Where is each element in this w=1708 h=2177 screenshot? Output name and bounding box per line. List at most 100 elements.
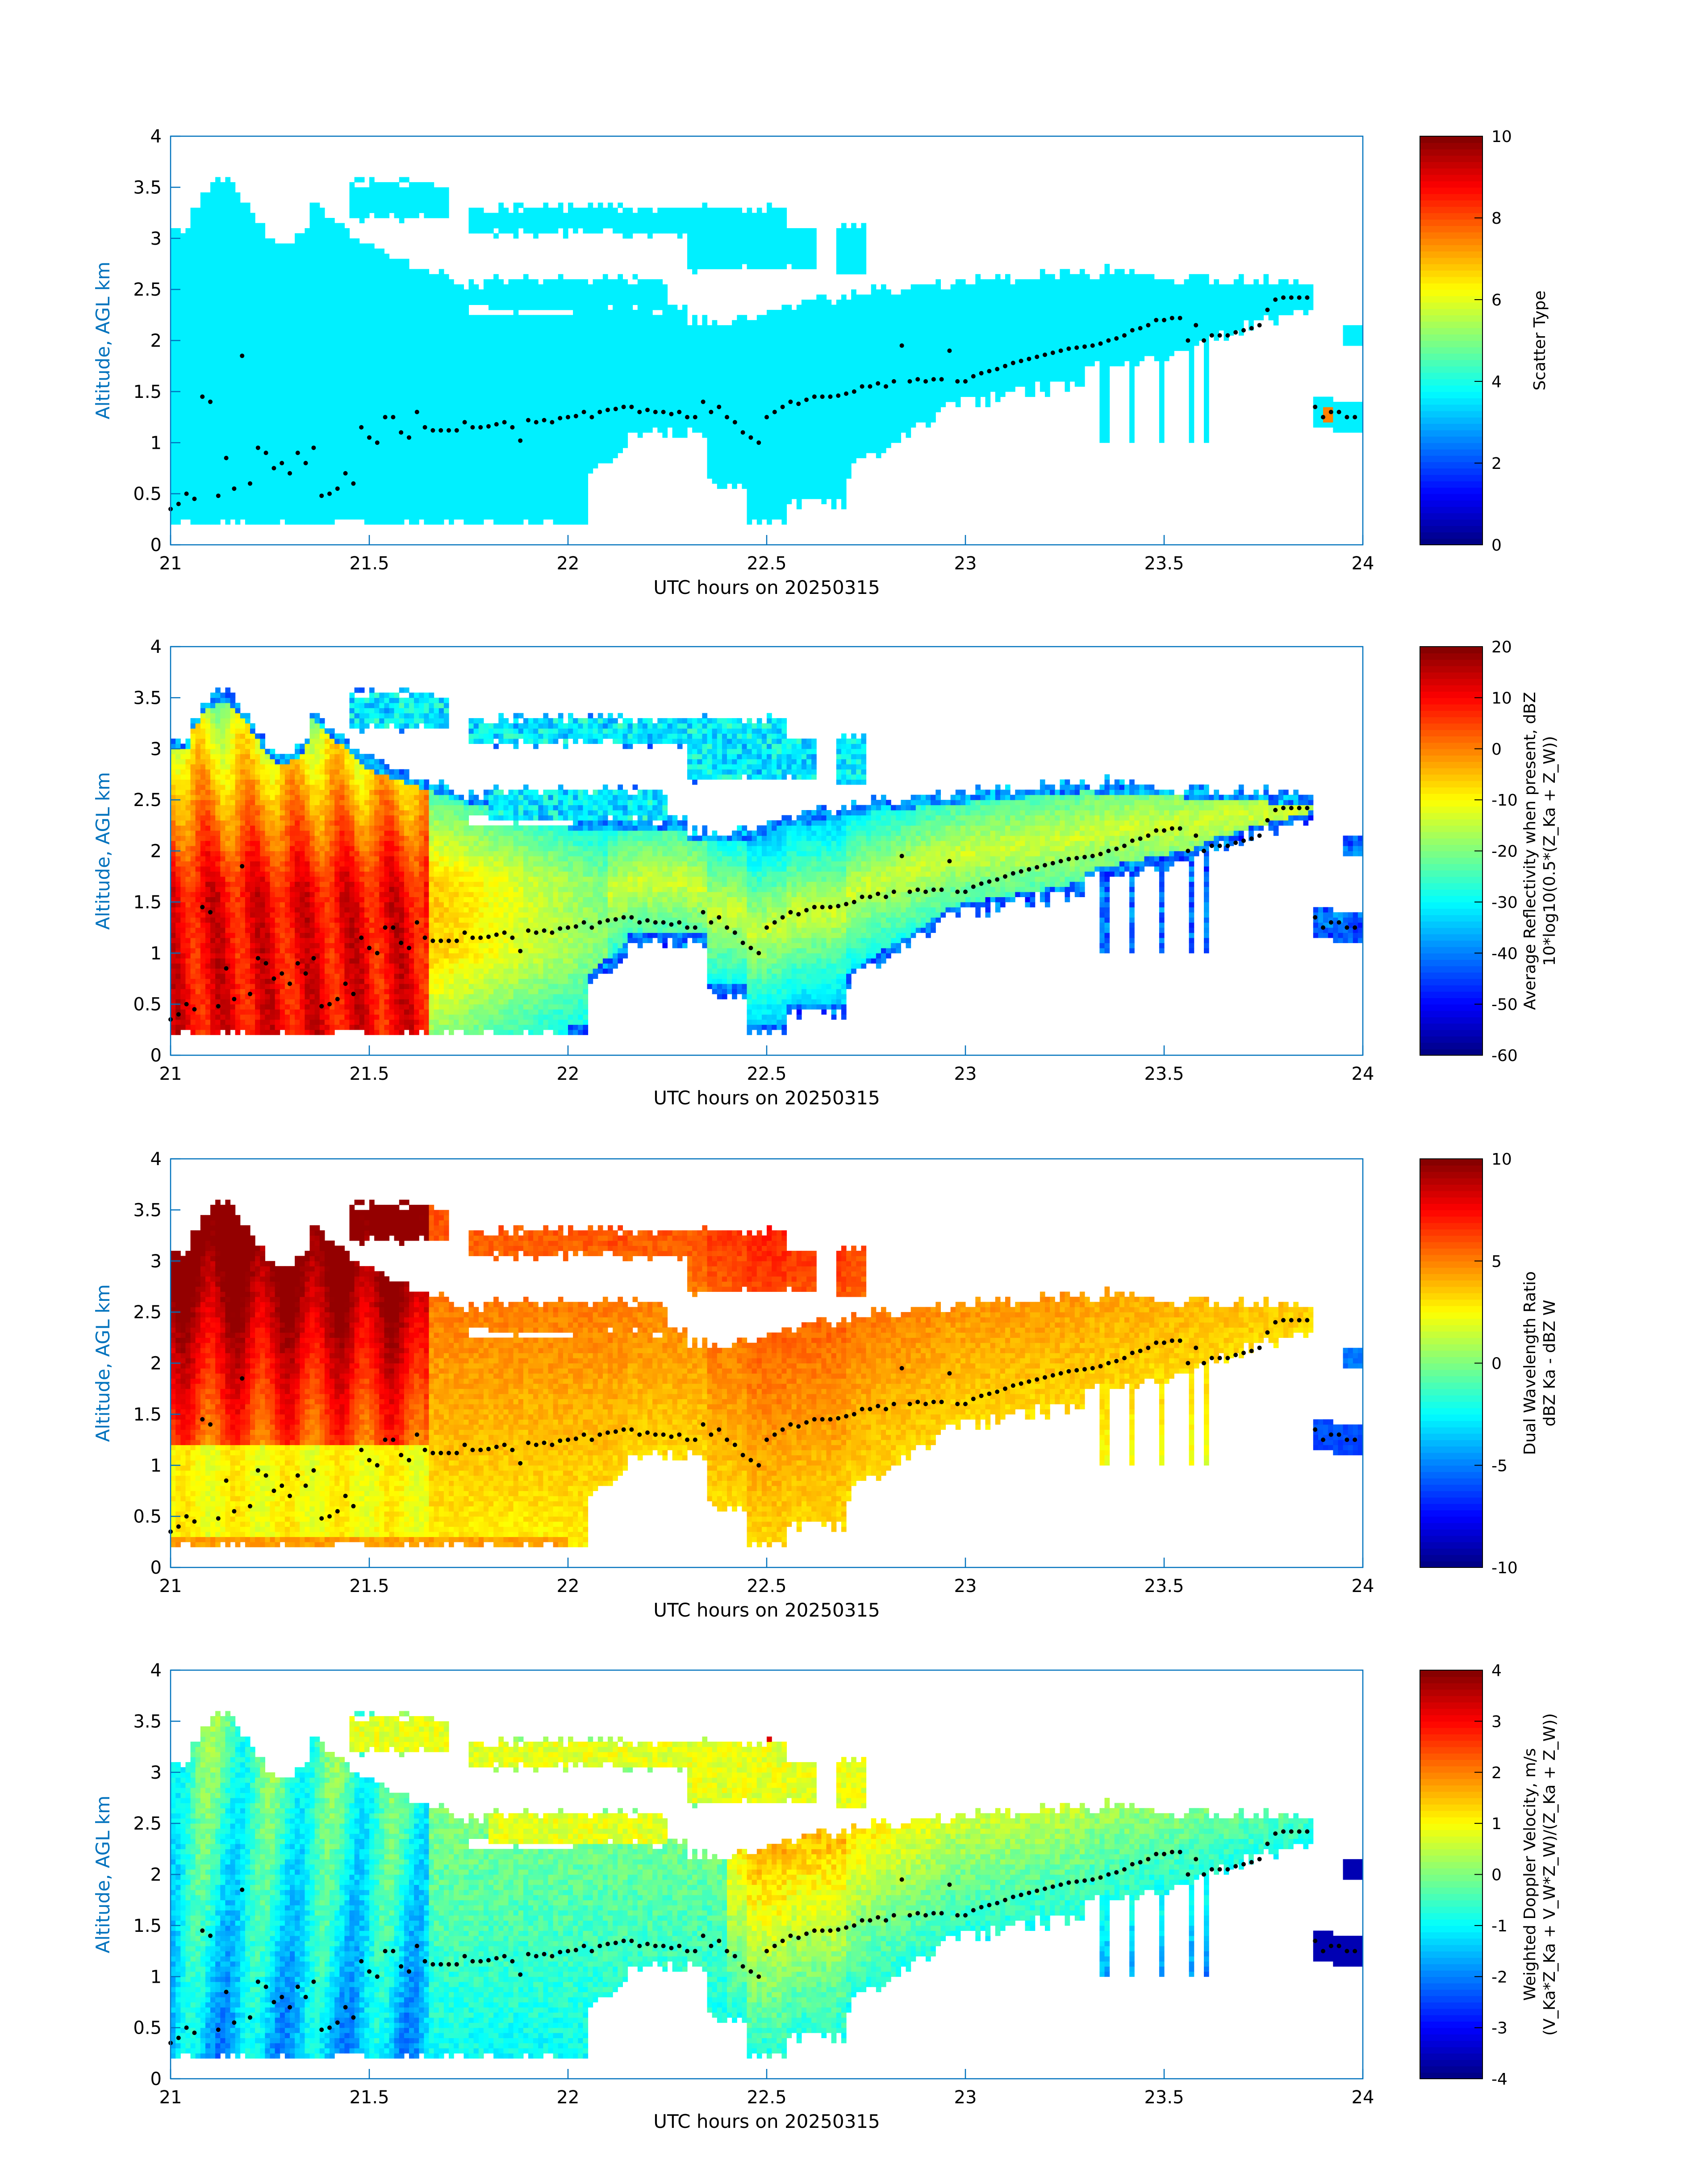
- heatmap-cell: [310, 381, 315, 387]
- heatmap-cell: [334, 473, 340, 479]
- heatmap-cell: [235, 233, 241, 238]
- heatmap-cell: [205, 386, 211, 392]
- heatmap-cell: [305, 346, 310, 351]
- heatmap-cell: [320, 427, 325, 433]
- heatmap-cell: [350, 295, 355, 300]
- heatmap-cell: [290, 259, 295, 264]
- heatmap-cell: [225, 443, 230, 448]
- heatmap-cell: [310, 468, 315, 473]
- heatmap-cell: [359, 489, 365, 494]
- heatmap-cell: [210, 315, 216, 320]
- heatmap-cell: [359, 295, 365, 300]
- heatmap-cell: [235, 325, 241, 330]
- heatmap-cell: [280, 478, 285, 484]
- heatmap-cell: [325, 376, 330, 382]
- heatmap-cell: [270, 438, 276, 443]
- heatmap-cell: [225, 514, 230, 519]
- heatmap-cell: [275, 458, 280, 464]
- heatmap-cell: [205, 519, 211, 525]
- heatmap-cell: [330, 325, 335, 330]
- heatmap-cell: [180, 310, 186, 315]
- heatmap-cell: [270, 361, 276, 366]
- heatmap-cell: [285, 458, 290, 464]
- heatmap-cell: [285, 341, 290, 346]
- heatmap-cell: [220, 187, 226, 192]
- heatmap-cell: [295, 397, 300, 402]
- heatmap-cell: [180, 279, 186, 284]
- heatmap-cell: [196, 325, 201, 330]
- heatmap-cell: [334, 228, 340, 234]
- heatmap-cell: [196, 386, 201, 392]
- heatmap-cell: [359, 213, 365, 218]
- heatmap-cell: [339, 315, 345, 320]
- heatmap-cell: [310, 484, 315, 489]
- heatmap-cell: [305, 473, 310, 479]
- heatmap-cell: [270, 300, 276, 305]
- heatmap-cell: [255, 489, 260, 494]
- heatmap-cell: [225, 341, 230, 346]
- heatmap-cell: [245, 325, 251, 330]
- heatmap-cell: [344, 448, 350, 453]
- heatmap-cell: [230, 397, 236, 402]
- heatmap-cell: [315, 330, 320, 336]
- heatmap-cell: [315, 243, 320, 249]
- heatmap-cell: [171, 279, 176, 284]
- heatmap-cell: [180, 295, 186, 300]
- heatmap-cell: [285, 478, 290, 484]
- heatmap-cell: [315, 305, 320, 310]
- heatmap-cell: [350, 422, 355, 428]
- heatmap-cell: [230, 310, 236, 315]
- heatmap-cell: [320, 289, 325, 295]
- heatmap-cell: [315, 371, 320, 376]
- heatmap-cell: [295, 249, 300, 254]
- heatmap-cell: [350, 269, 355, 274]
- heatmap-cell: [215, 351, 221, 356]
- heatmap-cell: [180, 371, 186, 376]
- heatmap-cell: [215, 310, 221, 315]
- heatmap-cell: [270, 417, 276, 422]
- heatmap-cell: [300, 346, 305, 351]
- heatmap-cell: [225, 330, 230, 336]
- heatmap-cell: [290, 392, 295, 397]
- heatmap-cell: [220, 376, 226, 382]
- heatmap-cell: [334, 453, 340, 458]
- heatmap-cell: [315, 289, 320, 295]
- heatmap-cell: [250, 284, 255, 290]
- heatmap-cell: [245, 519, 251, 525]
- heatmap-cell: [295, 412, 300, 418]
- heatmap-cell: [235, 315, 241, 320]
- heatmap-cell: [230, 468, 236, 473]
- heatmap-cell: [200, 233, 206, 238]
- heatmap-cell: [225, 386, 230, 392]
- heatmap-cell: [230, 427, 236, 433]
- heatmap-cell: [205, 259, 211, 264]
- heatmap-cell: [200, 509, 206, 514]
- heatmap-cell: [245, 504, 251, 510]
- heatmap-cell: [185, 351, 191, 356]
- heatmap-cell: [265, 468, 270, 473]
- heatmap-cell: [280, 279, 285, 284]
- heatmap-cell: [196, 392, 201, 397]
- heatmap-cell: [270, 489, 276, 494]
- heatmap-cell: [295, 407, 300, 412]
- heatmap-cell: [260, 284, 265, 290]
- heatmap-cell: [225, 233, 230, 238]
- heatmap-cell: [355, 177, 360, 183]
- heatmap-cell: [355, 197, 360, 203]
- heatmap-cell: [285, 320, 290, 326]
- heatmap-cell: [305, 417, 310, 422]
- heatmap-cell: [205, 274, 211, 280]
- heatmap-cell: [355, 284, 360, 290]
- heatmap-cell: [359, 468, 365, 473]
- heatmap-cell: [215, 325, 221, 330]
- heatmap-cell: [235, 289, 241, 295]
- heatmap-cell: [230, 417, 236, 422]
- heatmap-cell: [215, 443, 221, 448]
- heatmap-cell: [191, 213, 196, 218]
- heatmap-cell: [350, 238, 355, 244]
- heatmap-cell: [215, 213, 221, 218]
- heatmap-cell: [355, 473, 360, 479]
- heatmap-cell: [230, 330, 236, 336]
- heatmap-cell: [196, 335, 201, 341]
- heatmap-cell: [355, 351, 360, 356]
